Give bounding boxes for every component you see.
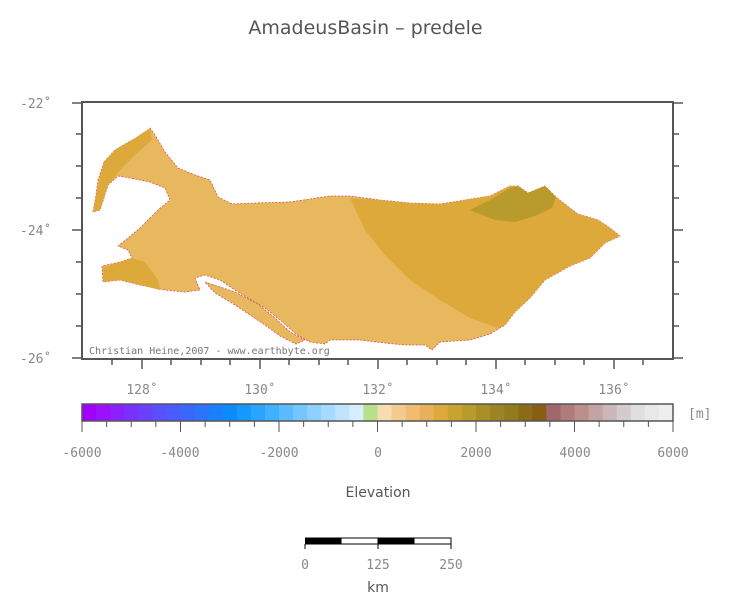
lat-label: -24˚ <box>20 223 51 239</box>
colorbar-cell <box>96 404 111 421</box>
colorbar-ticks <box>81 421 674 432</box>
colorbar-cell <box>166 404 181 421</box>
colorbar-cell <box>152 404 167 421</box>
basin-elevated-zone <box>350 186 620 328</box>
colorbar-cell <box>504 404 519 421</box>
lon-label: 132˚ <box>362 382 393 398</box>
lon-label: 128˚ <box>126 382 157 398</box>
basin-high-zone <box>470 186 556 222</box>
colorbar-cell <box>588 404 604 421</box>
colorbar-cell <box>250 404 266 421</box>
colorbar-cell <box>222 404 238 421</box>
colorbar-cell <box>405 404 421 421</box>
colorbar-cell <box>574 404 589 421</box>
colorbar-cell <box>194 404 210 421</box>
colorbar-cell <box>307 404 322 421</box>
colorbar-cell <box>461 404 477 421</box>
colorbar-cells <box>82 404 674 421</box>
colorbar-cell <box>264 404 280 421</box>
map-title: AmadeusBasin – predele <box>248 17 483 39</box>
colorbar-cell <box>349 404 364 421</box>
colorbar-cell <box>82 404 97 421</box>
colorbar-cell <box>616 404 632 421</box>
colorbar-tick-label: 0 <box>374 446 382 461</box>
lon-label: 136˚ <box>598 382 629 398</box>
colorbar-cell <box>180 404 195 421</box>
colorbar-cell <box>447 404 463 421</box>
lat-label: -22˚ <box>20 96 51 112</box>
colorbar-cell <box>236 404 252 421</box>
basin-west-patch <box>93 128 152 212</box>
colorbar-cell <box>208 404 224 421</box>
scale-unit: km <box>367 580 389 596</box>
colorbar-tick-label: 2000 <box>460 446 491 461</box>
colorbar-cell <box>377 404 392 421</box>
colorbar-tick-label: -2000 <box>259 446 298 461</box>
lon-label: 134˚ <box>480 382 511 398</box>
colorbar-cell <box>110 404 125 421</box>
colorbar-cell <box>391 404 407 421</box>
scale-tick-label: 125 <box>366 558 389 573</box>
lon-ticks <box>111 359 644 369</box>
colorbar-cell <box>363 404 378 421</box>
colorbar-tick-label: -4000 <box>160 446 199 461</box>
map-credit: Christian Heine,2007 - www.earthbyte.org <box>89 346 330 357</box>
colorbar-cell <box>476 404 491 421</box>
colorbar-cell <box>124 404 139 421</box>
scale-tick-label: 250 <box>439 558 462 573</box>
colorbar-tick-label: 6000 <box>657 446 688 461</box>
basin-spit <box>203 281 306 345</box>
basin-sw-patch <box>103 258 160 290</box>
colorbar-cell <box>644 404 660 421</box>
colorbar-tick-label: -6000 <box>62 446 101 461</box>
colorbar-tick-label: 4000 <box>559 446 590 461</box>
lat-ticks <box>72 102 683 359</box>
colorbar-cell <box>279 404 294 421</box>
colorbar-cell <box>321 404 336 421</box>
elevation-colorbar: [m] -6000 -4000 -2000 0 2000 4000 6000 E… <box>62 403 711 501</box>
lon-label: 130˚ <box>244 382 275 398</box>
colorbar-cell <box>433 404 449 421</box>
colorbar-cell <box>293 404 308 421</box>
colorbar-title: Elevation <box>345 485 410 501</box>
colorbar-cell <box>658 404 674 421</box>
colorbar-cell <box>546 404 561 421</box>
map-panel: -22˚ -24˚ -26˚ 128˚ 130˚ 132˚ 134˚ 136˚ … <box>20 96 683 398</box>
colorbar-cell <box>138 404 153 421</box>
colorbar-cell <box>335 404 350 421</box>
colorbar-cell <box>630 404 646 421</box>
colorbar-cell <box>518 404 533 421</box>
colorbar-cell <box>532 404 547 421</box>
colorbar-cell <box>602 404 618 421</box>
lat-label: -26˚ <box>20 351 51 367</box>
colorbar-cell <box>419 404 435 421</box>
scale-tick-label: 0 <box>301 558 309 573</box>
colorbar-unit: [m] <box>688 407 711 422</box>
colorbar-cell <box>560 404 575 421</box>
colorbar-cell <box>490 404 505 421</box>
scale-bar: 0 125 250 km <box>301 537 463 596</box>
